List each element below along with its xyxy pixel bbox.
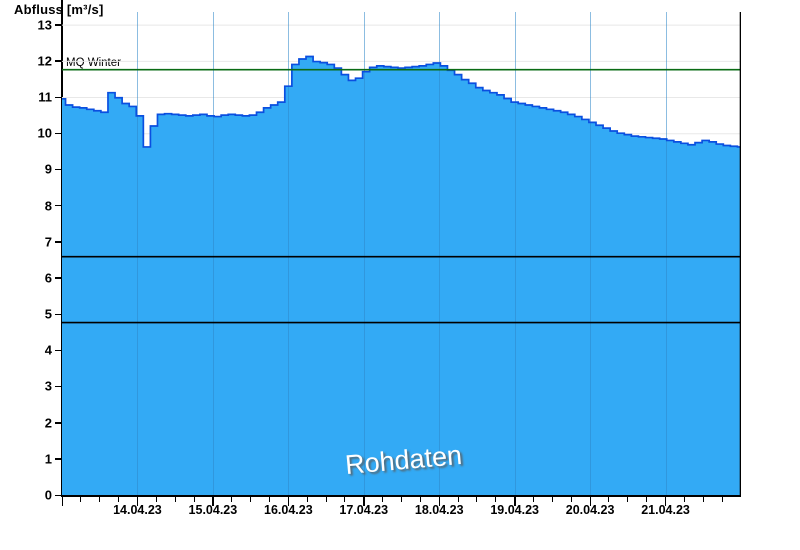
x-tick-label: 18.04.23 <box>414 503 464 517</box>
x-tick-minor <box>419 497 421 502</box>
x-tick-minor <box>476 497 478 502</box>
x-tick-major <box>438 497 441 506</box>
x-tick-minor <box>268 497 270 502</box>
y-tick-label: 6 <box>44 270 52 286</box>
x-tick-minor <box>99 497 101 502</box>
x-tick-label: 15.04.23 <box>188 503 238 517</box>
x-tick-minor <box>118 497 120 502</box>
x-tick-label: 19.04.23 <box>490 503 539 517</box>
y-tick-mark <box>55 24 61 26</box>
x-tick-label: 20.04.23 <box>565 503 615 517</box>
x-tick-minor <box>174 497 176 502</box>
y-tick-label: 8 <box>44 198 52 214</box>
y-tick-label: 3 <box>44 378 52 394</box>
x-tick-major <box>61 497 63 506</box>
x-tick-minor <box>457 497 459 502</box>
y-tick-label: 9 <box>44 161 52 177</box>
x-tick-major <box>212 497 214 506</box>
y-tick-mark <box>55 96 61 98</box>
y-tick-mark <box>55 494 61 496</box>
y-tick-mark <box>55 349 61 352</box>
x-tick-major <box>514 497 516 506</box>
x-axis-line <box>61 495 741 497</box>
y-tick-mark <box>55 313 61 315</box>
x-tick-minor <box>401 497 402 502</box>
x-tick-minor <box>646 497 648 502</box>
x-tick-minor <box>570 497 572 502</box>
y-tick-mark <box>55 205 61 207</box>
x-tick-minor <box>551 497 553 502</box>
y-tick-mark <box>55 241 61 243</box>
x-tick-label: 21.04.23 <box>641 503 690 517</box>
x-tick-minor <box>80 497 82 502</box>
x-tick-label: 17.04.23 <box>339 503 389 517</box>
x-tick-minor <box>382 497 384 502</box>
x-tick-major <box>136 497 139 506</box>
x-tick-minor <box>231 497 233 502</box>
x-tick-major <box>589 497 591 506</box>
series-area-fill <box>62 56 741 495</box>
y-tick-label: 1 <box>44 451 52 467</box>
x-tick-minor <box>306 497 308 502</box>
x-tick-minor <box>627 497 629 502</box>
x-tick-label: 14.04.23 <box>113 503 162 517</box>
y-tick-label: 10 <box>37 125 52 141</box>
y-axis-line <box>61 0 63 495</box>
y-tick-label: 5 <box>44 306 52 322</box>
y-tick-label: 13 <box>37 17 52 33</box>
series-line <box>62 55 741 148</box>
x-tick-minor <box>702 497 704 502</box>
x-tick-minor <box>721 497 723 502</box>
x-tick-label: 16.04.23 <box>263 503 313 517</box>
x-tick-minor <box>495 497 497 502</box>
y-tick-label: 11 <box>38 89 52 105</box>
x-tick-minor <box>608 497 610 502</box>
y-tick-mark <box>55 277 61 279</box>
y-axis-title: Abfluss [m³/s] <box>14 2 104 17</box>
y-tick-mark <box>55 168 61 171</box>
x-tick-major <box>287 497 290 506</box>
y-tick-label: 2 <box>44 415 52 431</box>
y-tick-mark <box>55 385 61 388</box>
x-tick-minor <box>533 497 535 502</box>
x-tick-minor <box>344 497 346 502</box>
y-tick-mark <box>55 60 61 62</box>
y-tick-label: 4 <box>44 342 52 358</box>
x-tick-minor <box>325 497 327 502</box>
x-tick-minor <box>193 497 195 502</box>
y-tick-label: 0 <box>44 487 52 503</box>
y-tick-mark <box>55 132 61 135</box>
plot-area <box>62 12 741 495</box>
x-tick-minor <box>683 497 685 502</box>
x-tick-minor <box>250 497 252 502</box>
chart-canvas <box>62 12 741 495</box>
x-tick-major <box>363 497 365 506</box>
y-tick-label: 12 <box>37 53 52 69</box>
x-tick-major <box>665 497 667 506</box>
y-tick-mark <box>55 422 61 424</box>
x-tick-minor <box>155 497 157 502</box>
y-tick-label: 7 <box>44 234 52 250</box>
y-tick-mark <box>55 458 61 460</box>
